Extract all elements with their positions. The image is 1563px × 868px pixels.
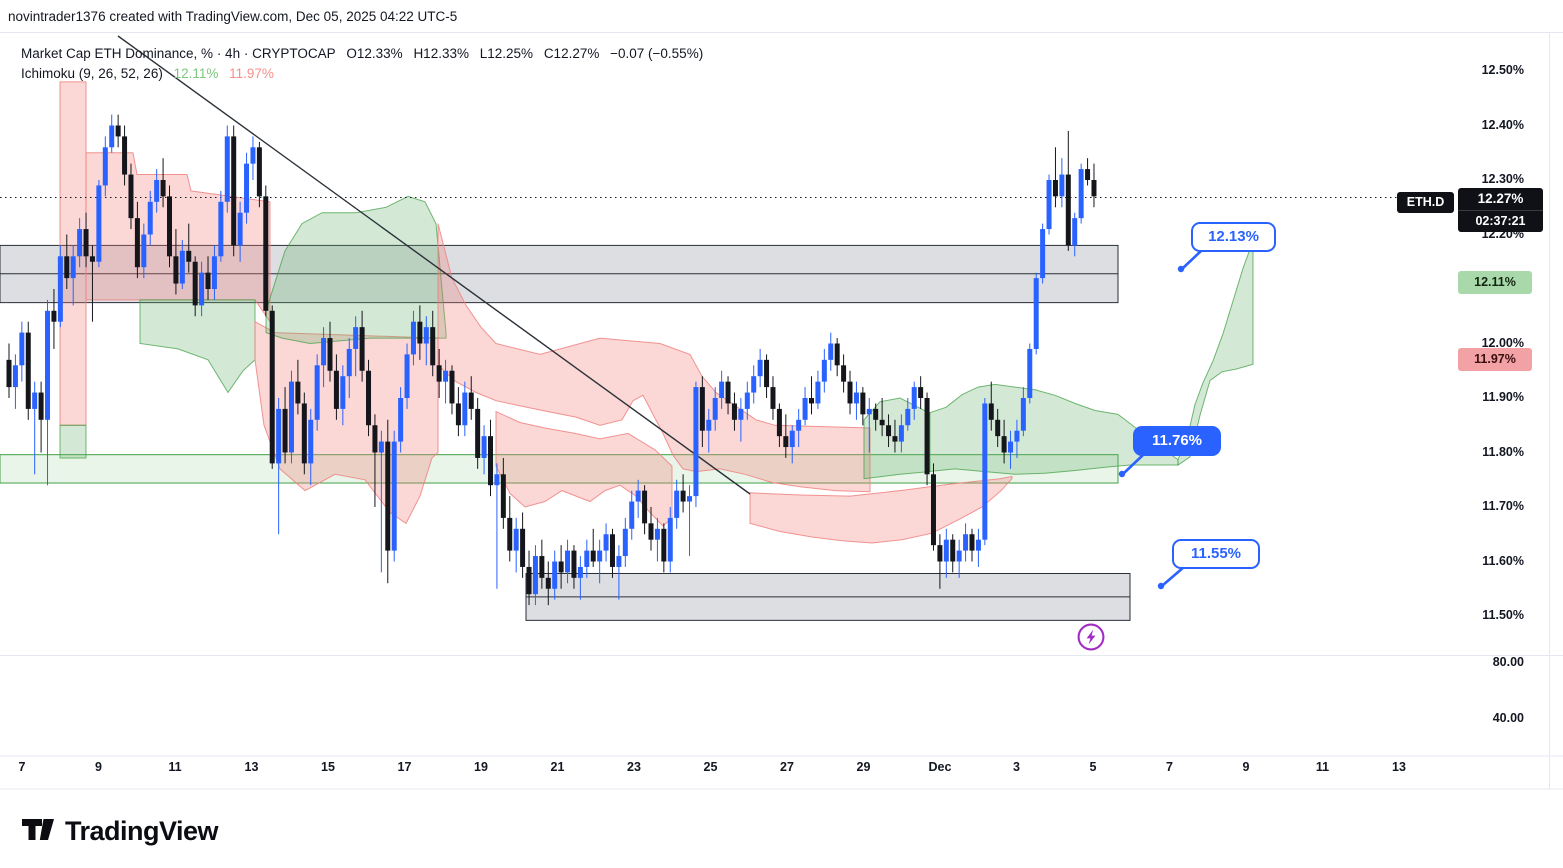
ohlc-open: O12.33% [346, 46, 403, 61]
time-tick-label: 5 [1089, 760, 1097, 774]
price-tick-label: 11.70% [1482, 499, 1524, 513]
price-tick-label: 11.50% [1482, 608, 1524, 622]
price-callout-1176[interactable]: 11.76% [1133, 426, 1221, 456]
subpane-tick-label: 80.00 [1492, 655, 1524, 669]
time-tick-label: 19 [474, 760, 488, 774]
price-callout-1155[interactable]: 11.55% [1172, 539, 1260, 569]
time-tick-label: 11 [1315, 760, 1330, 774]
ohlc-low: L12.25% [479, 46, 534, 61]
pane-separators [0, 33, 1563, 790]
lightning-icon[interactable] [1076, 622, 1106, 657]
tradingview-logo[interactable]: TradingView [20, 811, 219, 852]
legend-symbol-row[interactable]: Market Cap ETH Dominance, % · 4h · CRYPT… [21, 44, 710, 64]
bar-countdown: 02:37:21 [1458, 210, 1543, 232]
time-tick-label: 29 [856, 760, 871, 774]
ohlc-high: H12.33% [413, 46, 469, 61]
ohlc-close: C12.27% [543, 46, 600, 61]
time-tick-label: 13 [1392, 760, 1406, 774]
symbol-title: Market Cap ETH Dominance, % · 4h · CRYPT… [21, 46, 336, 61]
time-tick-label: 13 [244, 760, 259, 774]
price-callout-1213[interactable]: 12.13% [1191, 222, 1276, 252]
attribution-bar: novintrader1376 created with TradingView… [0, 0, 1563, 33]
tradingview-logo-text: TradingView [65, 816, 219, 846]
chart-legend: Market Cap ETH Dominance, % · 4h · CRYPT… [21, 44, 710, 84]
price-tick-label: 11.80% [1482, 444, 1524, 459]
time-tick-label: 27 [780, 760, 794, 774]
time-tick-label: 15 [321, 760, 335, 774]
time-tick-label: 7 [18, 760, 26, 774]
last-price-value: 12.27% [1477, 191, 1524, 206]
time-tick-label: 11 [168, 760, 182, 774]
candlestick-series [6, 114, 1097, 606]
time-tick-label: 25 [703, 760, 718, 774]
legend-indicator-row[interactable]: Ichimoku (9, 26, 52, 26) 12.11% 11.97% [21, 64, 710, 84]
ichimoku-green-axis-badge: 12.11% [1458, 270, 1532, 294]
downtrend-line[interactable] [117, 35, 751, 495]
time-tick-label: 3 [1013, 760, 1020, 774]
tradingview-logo-icon [20, 811, 56, 852]
time-tick-label: Dec [928, 760, 952, 774]
last-price-box: 12.27% 02:37:21 [1458, 188, 1543, 232]
price-tick-label: 12.40% [1481, 117, 1524, 132]
ohlc-change: −0.07 (−0.55%) [610, 46, 704, 61]
symbol-price-flag: ETH.D [1397, 192, 1454, 213]
indicator-title: Ichimoku (9, 26, 52, 26) [21, 66, 163, 81]
time-tick-label: 17 [397, 760, 412, 774]
price-tick-label: 11.90% [1482, 390, 1524, 404]
attribution-text: novintrader1376 created with TradingView… [8, 9, 458, 24]
time-tick-label: 9 [95, 760, 102, 774]
time-tick-label: 23 [627, 760, 641, 774]
callout-pointers[interactable] [1118, 250, 1202, 590]
ichimoku-red-axis-badge: 11.97% [1458, 347, 1532, 371]
price-zones[interactable] [0, 244, 1131, 621]
subpane-tick-label: 40.00 [1492, 711, 1524, 725]
time-tick-label: 9 [1242, 760, 1250, 774]
price-tick-label: 12.00% [1481, 335, 1524, 350]
indicator-value-red: 11.97% [229, 66, 274, 81]
price-tick-label: 12.30% [1481, 172, 1524, 186]
price-tick-label: 11.60% [1482, 553, 1524, 568]
time-tick-label: 7 [1166, 760, 1173, 774]
price-tick-label: 12.50% [1481, 63, 1524, 77]
time-tick-label: 21 [550, 760, 565, 774]
indicator-value-green: 12.11% [173, 66, 219, 81]
